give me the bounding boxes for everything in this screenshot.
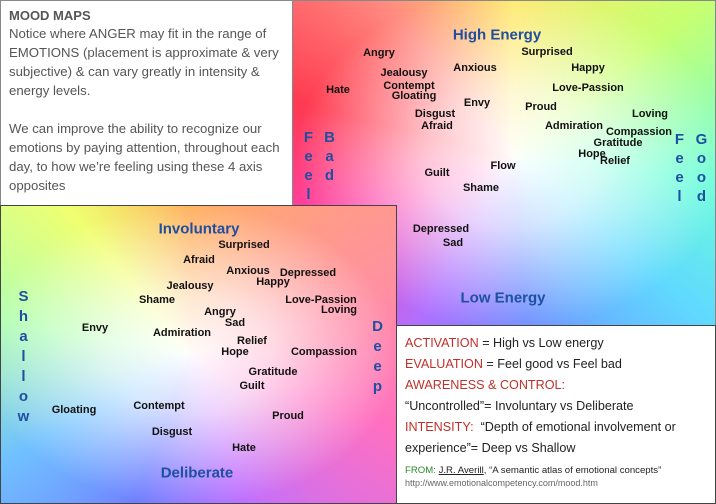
legend-desc: “Depth of emotional involvement or exper… [405,420,676,455]
emotion-word: Guilt [424,167,450,179]
emotion-word: Envy [463,97,491,109]
emotion-word: Hope [578,148,606,160]
emotion-word: Depressed [279,267,337,279]
emotion-word: Gratitude [248,366,298,378]
emotion-word: Guilt [239,380,265,392]
emotion-word: Sad [442,237,464,249]
emotion-word: Loving [320,304,358,316]
legend-item: INTENSITY: “Depth of emotional involveme… [405,417,707,459]
emotion-word: Hate [232,442,256,454]
axis-right: Deep [369,318,386,398]
legend-desc: “Uncontrolled”= Involuntary vs Deliberat… [405,399,634,413]
axis-top: High Energy [452,26,542,44]
emotion-word: Contempt [383,80,435,92]
emotion-word: Disgust [151,426,193,438]
legend-term: ACTIVATION [405,336,479,350]
emotion-word: Proud [525,101,557,113]
emotion-word: Loving [631,108,669,120]
legend-desc: = Feel good vs Feel bad [486,357,622,371]
legend-term: INTENSITY: [405,420,474,434]
emotion-word: Gloating [391,90,437,102]
legend-desc: = High vs Low energy [482,336,604,350]
emotion-word: Anxious [453,62,497,74]
emotion-word: Depressed [412,223,470,235]
emotion-word: Shame [138,294,176,306]
legend-item: ACTIVATION = High vs Low energy [405,333,707,354]
source-url: http://www.emotionalcompetency.com/mood.… [405,478,598,488]
emotion-word: Compassion [290,346,358,358]
intro-paragraph: We can improve the ability to recognize … [9,121,280,193]
emotion-word: Sad [224,317,246,329]
source-label: FROM: [405,465,436,476]
legend-item: AWARENESS & CONTROL: “Uncontrolled”= Inv… [405,375,707,417]
source: FROM: J.R. Averill, “A semantic atlas of… [405,464,661,490]
emotion-word: Compassion [605,126,673,138]
legend-item: EVALUATION = Feel good vs Feel bad [405,354,707,375]
axis-left: Bad [321,129,338,186]
emotion-word: Angry [363,47,395,59]
emotion-word: Relief [237,335,267,347]
axis-right: Good [693,131,710,207]
emotion-word: Jealousy [380,67,428,79]
emotion-word: Hate [326,84,350,96]
legend-term: EVALUATION [405,357,483,371]
intro-box: MOOD MAPS Notice where ANGER may fit in … [0,0,293,206]
emotion-word: Flow [490,160,516,172]
emotion-word: Anxious [226,265,270,277]
emotion-word: Gratitude [593,137,643,149]
emotion-word: Relief [600,155,630,167]
axis-bottom: Deliberate [160,464,234,482]
axis-bottom: Low Energy [460,289,546,307]
axis-left: Feel [300,129,317,205]
legend-box: ACTIVATION = High vs Low energy EVALUATI… [396,325,716,504]
emotion-word: Disgust [414,108,456,120]
axis-top: Involuntary [158,220,240,238]
emotion-word: Afraid [421,120,453,132]
intro-paragraph: Notice where ANGER may fit in the range … [9,26,279,98]
emotion-word: Love-Passion [552,82,624,94]
emotion-word: Surprised [521,46,573,58]
emotion-word: Hope [221,346,249,358]
legend-term: AWARENESS & CONTROL: [405,378,566,392]
emotion-word: Proud [272,410,304,422]
emotion-word: Happy [256,276,290,288]
emotion-word: Envy [81,322,109,334]
axis-left: Shallow [15,288,32,428]
emotion-word: Afraid [183,254,215,266]
source-text: , “A semantic atlas of emotional concept… [483,465,662,476]
source-author: J.R. Averill [438,465,484,476]
emotion-word: Happy [571,62,605,74]
emotion-word: Surprised [218,239,270,251]
emotion-word: Jealousy [166,280,214,292]
emotion-word: Gloating [51,404,97,416]
emotion-word: Shame [462,182,500,194]
control-map: Involuntary Deliberate Shallow Deep Surp… [0,205,397,504]
emotion-word: Admiration [544,120,604,132]
axis-right: Feel [671,131,688,207]
intro-title: MOOD MAPS [9,8,91,23]
emotion-word: Love-Passion [285,294,357,306]
emotion-word: Contempt [133,400,185,412]
emotion-word: Angry [204,306,236,318]
emotion-word: Admiration [152,327,212,339]
